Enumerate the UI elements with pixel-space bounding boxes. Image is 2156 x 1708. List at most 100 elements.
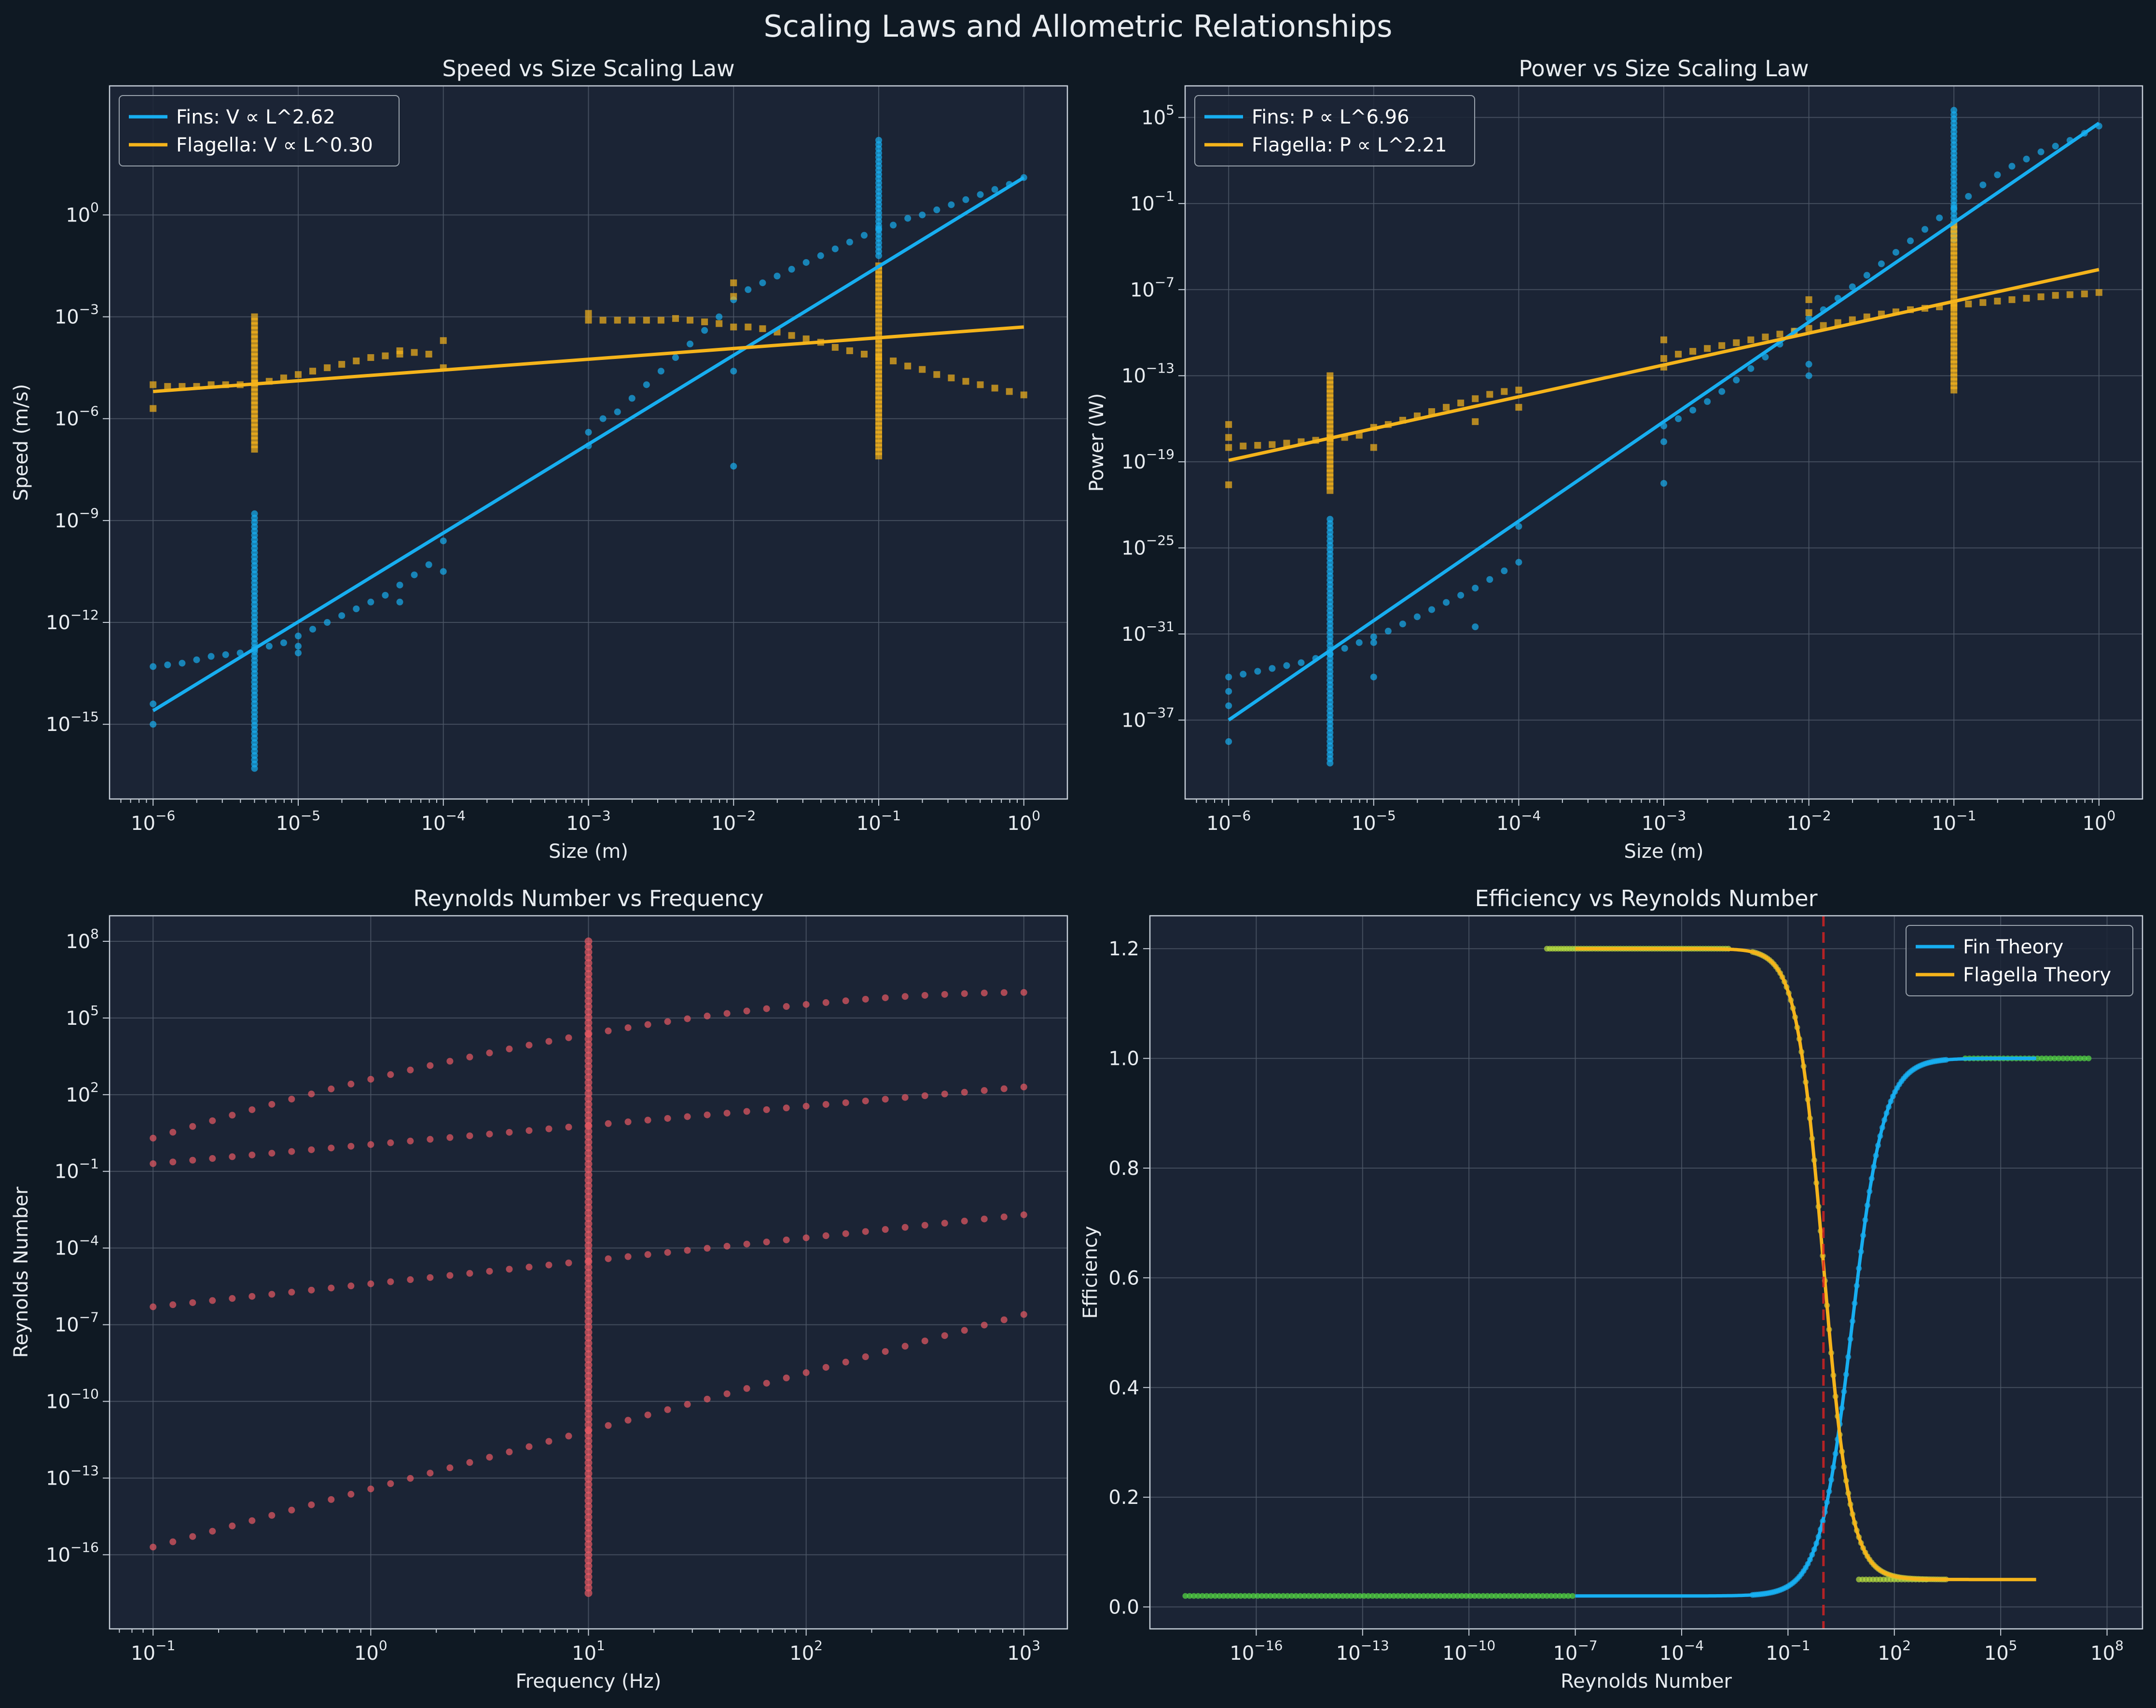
y-tick-label: 0.8 [1108, 1157, 1139, 1180]
data-point [901, 1094, 909, 1101]
data-point [2023, 295, 2030, 302]
data-point [1399, 1593, 1406, 1599]
data-point [169, 1538, 177, 1545]
data-point [1733, 376, 1740, 384]
data-point [249, 1293, 256, 1300]
data-point [367, 1485, 374, 1492]
data-point [584, 1138, 593, 1146]
data-point [783, 1003, 790, 1010]
data-point [466, 1459, 473, 1466]
data-point [584, 1432, 593, 1440]
data-point [624, 1024, 632, 1031]
y-tick-label: 108 [66, 926, 99, 953]
data-point [1386, 1593, 1393, 1599]
data-point [1283, 440, 1290, 447]
data-point [584, 1551, 593, 1559]
data-point [1515, 523, 1522, 530]
data-point [584, 1437, 593, 1445]
data-point [831, 245, 839, 252]
data-point [584, 1084, 593, 1092]
x-tick-label: 10−6 [131, 808, 175, 835]
data-point [1191, 1593, 1197, 1599]
data-point [1805, 296, 1812, 303]
data-point [1565, 1593, 1571, 1599]
data-point [1374, 1593, 1380, 1599]
data-point [440, 537, 447, 545]
data-point [353, 358, 360, 365]
data-point [1472, 418, 1479, 425]
data-point [2039, 1055, 2045, 1061]
data-point [759, 325, 766, 332]
data-point [584, 1155, 593, 1163]
data-point [2077, 1055, 2083, 1061]
data-point [1297, 1593, 1303, 1599]
legend-entry: Fins: V ∝ L^2.62 [176, 106, 335, 128]
data-point [941, 1332, 948, 1339]
data-point [268, 1291, 276, 1298]
data-point [387, 1139, 394, 1146]
data-point [367, 1141, 374, 1148]
x-tick-label: 10−1 [1932, 808, 1976, 835]
data-point [584, 1209, 593, 1217]
data-point [842, 997, 849, 1005]
data-point [584, 1133, 593, 1141]
data-point [209, 1117, 216, 1124]
data-point [1514, 1593, 1520, 1599]
y-tick-label: 100 [66, 199, 99, 226]
data-point [1660, 480, 1667, 487]
data-point [599, 317, 607, 324]
data-point [961, 1217, 968, 1225]
data-point [1907, 237, 1914, 245]
x-tick-label: 103 [1007, 1638, 1040, 1665]
data-point [2043, 1055, 2049, 1061]
data-point [1233, 1593, 1240, 1599]
data-point [1384, 628, 1392, 635]
power-vs-size-axes: 10−6 10−5 10−4 10−3 10−2 10−1 100 10−37 10−31 10−… [1086, 55, 2143, 863]
data-point [1548, 1593, 1554, 1599]
y-axis-label: Efficiency [1079, 1226, 1102, 1319]
data-point [981, 1087, 988, 1094]
data-point [745, 323, 752, 331]
axes-spines [1184, 85, 2143, 800]
data-point [584, 986, 593, 994]
data-point [584, 1078, 593, 1087]
data-point [1323, 1593, 1329, 1599]
data-point [309, 368, 317, 375]
data-point [584, 1307, 593, 1315]
data-point [584, 1127, 593, 1135]
data-point [605, 1027, 612, 1034]
data-point [822, 1101, 829, 1108]
data-point [407, 1276, 414, 1283]
data-point [1298, 659, 1305, 666]
data-point [1450, 1593, 1456, 1599]
data-point [1269, 665, 1276, 672]
data-point [584, 1068, 593, 1076]
data-point [921, 1337, 928, 1345]
data-point [288, 1148, 295, 1155]
figure-suptitle: Scaling Laws and Allometric Relationship… [764, 9, 1393, 44]
data-point [584, 997, 593, 1005]
data-point [1437, 1593, 1444, 1599]
data-point [209, 1297, 216, 1304]
data-point [584, 1415, 593, 1423]
y-tick-label: 10−10 [46, 1386, 99, 1413]
data-point [1369, 1593, 1376, 1599]
data-point [1506, 1593, 1512, 1599]
x-tick-label: 10−13 [1336, 1638, 1389, 1665]
data-point [584, 1236, 593, 1244]
fit-line-flagella [1228, 268, 2100, 462]
y-tick-label: 10−13 [1121, 360, 1175, 387]
data-point [1497, 1593, 1503, 1599]
data-point [1518, 1593, 1524, 1599]
legend: Fin Theory Flagella Theory [1906, 925, 2133, 996]
data-point [1994, 298, 2001, 305]
data-point [2066, 291, 2073, 298]
data-point [1365, 1593, 1371, 1599]
data-point [1327, 1593, 1333, 1599]
data-point [961, 1327, 968, 1334]
data-point [525, 1264, 533, 1271]
data-point [672, 315, 679, 322]
data-point [584, 1111, 593, 1119]
data-point [387, 1278, 394, 1285]
data-point [396, 347, 403, 354]
